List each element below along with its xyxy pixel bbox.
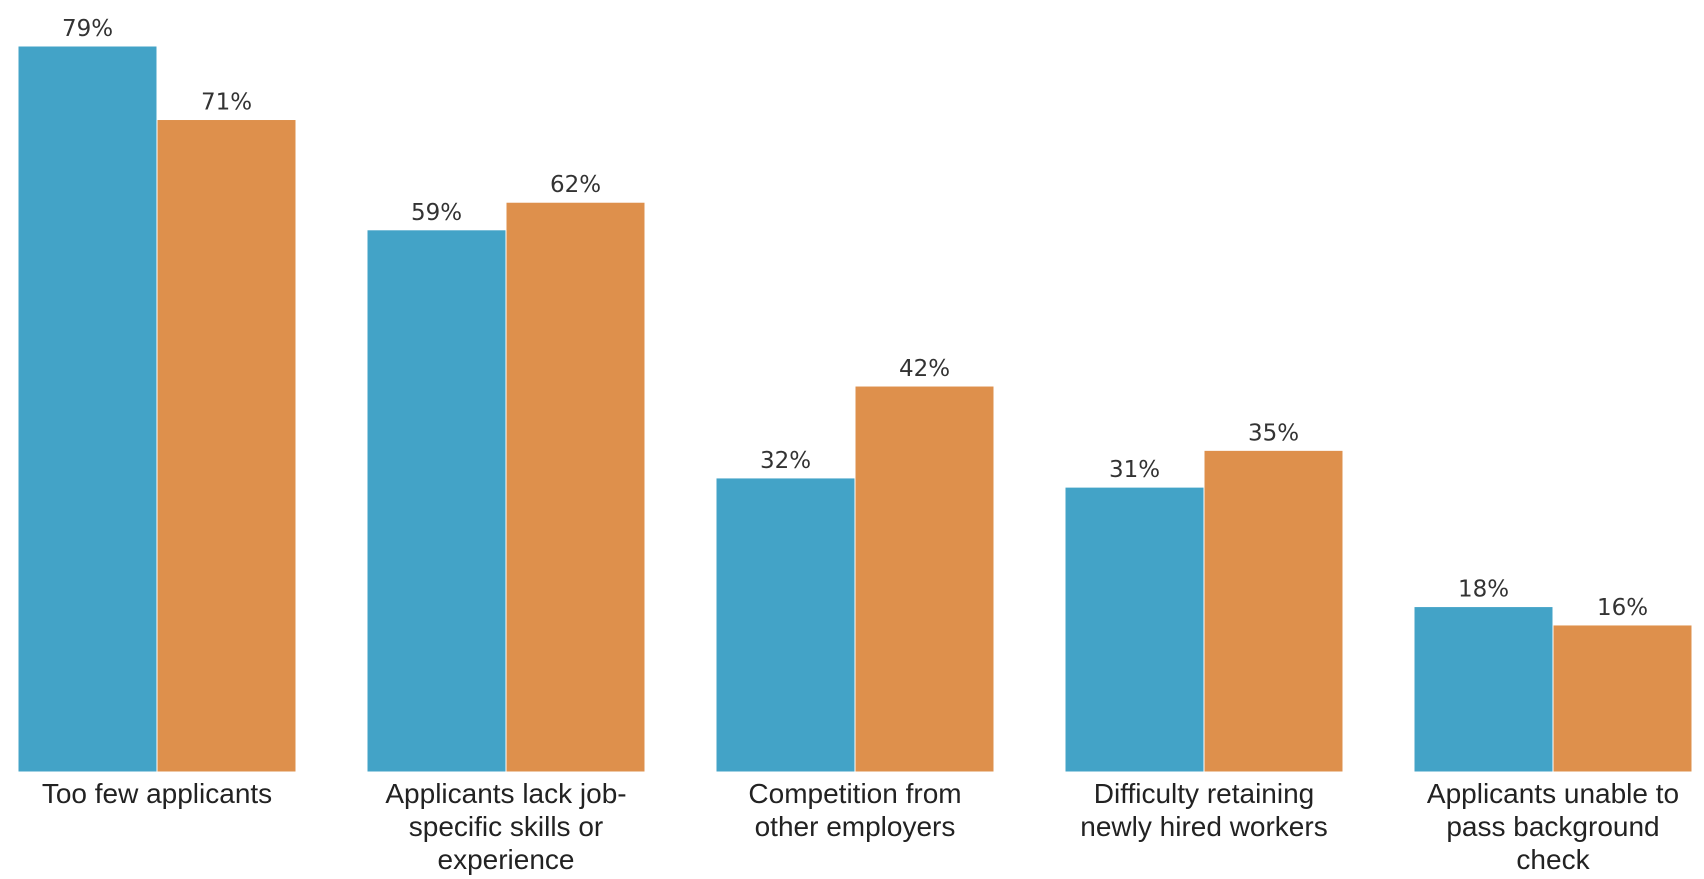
- bar-series-2-category-3: [854, 385, 995, 773]
- category-label-line: newly hired workers: [1080, 811, 1327, 842]
- data-label-series-1-category-3: 32%: [760, 448, 811, 474]
- data-label-series-2-category-4: 35%: [1248, 420, 1299, 446]
- data-label-series-2-category-1: 71%: [201, 90, 252, 116]
- category-label-line: check: [1516, 844, 1590, 875]
- category-label-4: Difficulty retaining newly hired workers: [1080, 778, 1327, 842]
- category-label-line: Too few applicants: [42, 778, 272, 809]
- data-label-series-1-category-1: 79%: [62, 16, 113, 42]
- category-labels-layer: Too few applicants Applicants lack job-sp…: [42, 778, 1679, 875]
- category-label-line: other employers: [755, 811, 956, 842]
- category-label-line: specific skills or: [409, 811, 603, 842]
- data-label-series-1-category-5: 18%: [1458, 577, 1509, 603]
- category-label-line: Difficulty retaining: [1094, 778, 1314, 809]
- category-label-line: Applicants lack job-: [385, 778, 626, 809]
- bar-series-1-category-3: [715, 477, 856, 773]
- data-label-series-1-category-4: 31%: [1109, 457, 1160, 483]
- value-labels-layer: 79% 71% 59% 62% 32% 42% 31% 35% 18% 16%: [62, 16, 1648, 621]
- category-label-5: Applicants unable to pass background check: [1427, 778, 1679, 875]
- bar-series-1-category-2: [366, 229, 507, 773]
- data-label-series-2-category-5: 16%: [1597, 595, 1648, 621]
- category-label-line: Competition from: [748, 778, 961, 809]
- category-label-line: Applicants unable to: [1427, 778, 1679, 809]
- category-label-line: pass background: [1446, 811, 1659, 842]
- bar-series-1-category-4: [1064, 486, 1205, 773]
- data-label-series-1-category-2: 59%: [411, 200, 462, 226]
- category-label-3: Competition from other employers: [748, 778, 961, 842]
- bar-series-1-category-5: [1413, 606, 1554, 773]
- bar-series-1-category-1: [17, 45, 158, 773]
- category-label-1: Too few applicants: [42, 778, 272, 809]
- bar-series-2-category-1: [156, 119, 297, 773]
- data-label-series-2-category-2: 62%: [550, 172, 601, 198]
- data-label-series-2-category-3: 42%: [899, 356, 950, 382]
- bar-series-2-category-2: [505, 201, 646, 773]
- category-label-line: experience: [438, 844, 575, 875]
- bar-series-2-category-5: [1552, 624, 1693, 773]
- category-label-2: Applicants lack job-specific skills or ex…: [385, 778, 626, 875]
- bars-layer: [17, 45, 1693, 773]
- bar-series-2-category-4: [1203, 449, 1344, 773]
